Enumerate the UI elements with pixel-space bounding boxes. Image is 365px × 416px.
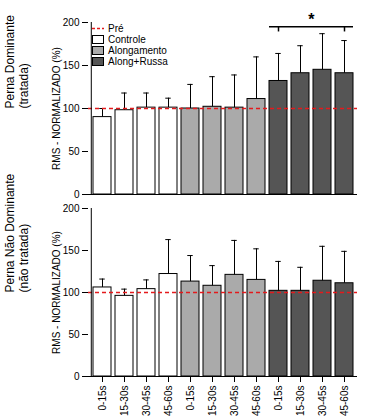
svg-text:Perna Não Dominante(não tratad: Perna Não Dominante(não tratada) <box>3 173 31 292</box>
svg-text:50: 50 <box>68 146 80 157</box>
svg-text:15-30s: 15-30s <box>295 386 306 416</box>
svg-text:45-60s: 45-60s <box>163 386 174 416</box>
html-text:Along+Russa: Along+Russa <box>108 56 168 67</box>
svg-text:150: 150 <box>63 60 80 71</box>
svg-text:50: 50 <box>68 329 80 340</box>
svg-text:45-60s: 45-60s <box>339 386 350 416</box>
svg-text:45-60s: 45-60s <box>251 386 262 416</box>
svg-text:RMS - NORMALIZADO (%): RMS - NORMALIZADO (%) <box>51 47 62 170</box>
svg-text:150: 150 <box>63 245 80 256</box>
svg-text:0: 0 <box>74 189 80 200</box>
html-text:Alongamento: Alongamento <box>108 45 167 56</box>
html-text:Controle: Controle <box>108 34 146 45</box>
svg-text:30-45s: 30-45s <box>229 386 240 416</box>
svg-text:*: * <box>308 11 315 28</box>
svg-text:0-15s: 0-15s <box>273 386 284 411</box>
svg-text:0: 0 <box>74 371 80 382</box>
html-text:Pré: Pré <box>108 23 124 34</box>
svg-text:15-30s: 15-30s <box>119 386 130 416</box>
svg-text:Perna Dominante(tratada): Perna Dominante(tratada) <box>3 15 31 109</box>
svg-text:100: 100 <box>63 287 80 298</box>
svg-text:0-15s: 0-15s <box>185 386 196 411</box>
svg-text:100: 100 <box>63 103 80 114</box>
svg-text:15-30s: 15-30s <box>207 386 218 416</box>
svg-text:RMS - NORMALIZADO (%): RMS - NORMALIZADO (%) <box>51 231 62 354</box>
svg-text:30-45s: 30-45s <box>317 386 328 416</box>
svg-text:200: 200 <box>63 203 80 214</box>
svg-text:30-45s: 30-45s <box>141 386 152 416</box>
svg-text:200: 200 <box>63 17 80 28</box>
svg-text:0-15s: 0-15s <box>97 386 108 411</box>
